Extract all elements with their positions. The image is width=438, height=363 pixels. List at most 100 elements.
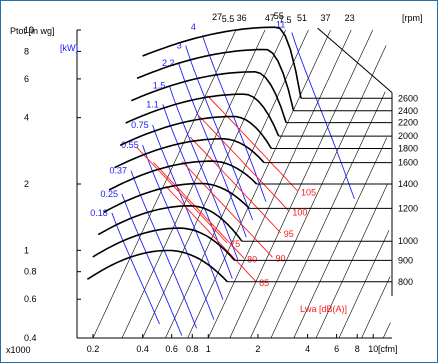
fan-curve	[108, 160, 258, 191]
chart-labels: Ptot [in wg] x1000 [cfm] [rpm] [kW] Lwa …	[6, 11, 423, 355]
system-line	[250, 45, 387, 339]
x-tick-label: 0.4	[136, 344, 149, 354]
power-lines: 11 432.2 1.5 1.1 0.75 0.55 0.37 0.25 0.18	[90, 19, 355, 336]
top-scale-label: 55	[274, 11, 284, 21]
system-line	[270, 91, 386, 339]
fan-curve	[114, 138, 265, 169]
noise-line	[207, 95, 299, 192]
noise-label: 85	[259, 278, 269, 288]
top-scale-label: 23	[345, 13, 355, 23]
system-line	[293, 137, 387, 339]
x-tick-label: 0.2	[87, 344, 100, 354]
power-line	[152, 124, 224, 300]
power-label: 0.75	[131, 120, 149, 130]
fan-curve	[103, 182, 250, 214]
power-line	[162, 104, 233, 279]
power-line	[111, 212, 160, 325]
noise-line	[165, 185, 257, 283]
power-label: 0.37	[109, 166, 127, 176]
fan-curve	[136, 48, 295, 111]
system-line	[338, 230, 390, 339]
noise-line	[153, 162, 245, 259]
top-scale-label: 51	[297, 13, 307, 23]
rpm-label: 1600	[398, 158, 418, 168]
power-line	[291, 32, 355, 200]
power-line	[121, 193, 183, 336]
x-multiplier-label: x1000	[6, 345, 31, 355]
power-line	[130, 170, 197, 329]
power-line	[178, 62, 247, 238]
power-label: 0.25	[100, 189, 118, 199]
y-tick-label: 0.4	[24, 333, 37, 343]
x-tick-label: 6	[334, 344, 339, 354]
fan-curves	[86, 26, 302, 283]
top-scale-label: 47	[265, 13, 275, 23]
noise-label: 75	[230, 239, 240, 249]
rpm-scale-line	[317, 27, 393, 93]
top-scale-label: 36	[237, 13, 247, 23]
noise-line	[189, 136, 282, 234]
fan-curve	[86, 249, 228, 283]
rpm-label: 2400	[398, 106, 418, 116]
diagonal-grid	[92, 29, 391, 339]
system-line	[142, 29, 286, 339]
top-scale-label: 27	[212, 12, 222, 22]
noise-label: 105	[301, 187, 316, 197]
noise-line	[136, 146, 228, 244]
top-scale-label: 7.5	[279, 15, 292, 25]
rpm-label: 2600	[398, 93, 418, 103]
top-scale-label: 5.5	[222, 14, 235, 24]
rpm-label: 2200	[398, 118, 418, 128]
power-label: 3	[177, 41, 182, 51]
axes: 10 8 6 4 2 1 0.8 0.6 0.4 0.2 0.4 0.6 0.8 1 2 4 6 8 10	[24, 25, 392, 354]
power-line	[185, 45, 254, 221]
top-scale-label: 37	[321, 13, 331, 23]
y-tick-label: 6	[24, 74, 29, 84]
system-line	[361, 276, 391, 339]
rpm-scale: 2600 2400 2200 2000 1800 1600 1400 1200 1000 900 8…	[227, 27, 418, 297]
rpm-label: 1400	[398, 179, 418, 189]
rpm-label: 1200	[398, 203, 418, 213]
system-line	[382, 322, 391, 339]
x-tick-label: 8	[355, 344, 360, 354]
x-tick-label: 10	[368, 344, 378, 354]
x-axis-unit-label: [cfm]	[378, 344, 398, 354]
rpm-label: 2000	[398, 131, 418, 141]
y-tick-label: 2	[24, 179, 29, 189]
power-label: 0.55	[121, 140, 139, 150]
y-tick-label: 0.8	[24, 267, 37, 277]
rpm-label: 900	[398, 255, 413, 265]
noise-label: 80	[247, 254, 257, 264]
rpm-label: 1000	[398, 236, 418, 246]
x-tick-label: 0.6	[165, 344, 178, 354]
power-label: 4	[191, 22, 196, 32]
y-tick-label: 10	[24, 25, 34, 35]
rpm-label: 800	[398, 277, 413, 287]
y-tick-label: 1	[24, 245, 29, 255]
noise-label: 90	[275, 253, 285, 263]
y-tick-label: 0.6	[24, 294, 37, 304]
system-line	[315, 183, 388, 339]
power-label: 0.18	[90, 208, 108, 218]
system-line	[92, 29, 237, 339]
fan-curve	[142, 26, 302, 99]
fan-curve	[131, 70, 287, 123]
power-label: 1.1	[146, 99, 159, 109]
fan-curve	[97, 204, 243, 242]
rpm-label: 1800	[398, 143, 418, 153]
noise-label: 95	[284, 229, 294, 239]
top-scale-unit-label: [rpm]	[402, 13, 423, 23]
y-axis-label: Ptot [in wg]	[10, 26, 55, 36]
noise-line	[198, 115, 290, 212]
power-line	[142, 145, 215, 320]
y-tick-label: 8	[24, 46, 29, 56]
x-tick-label: 0.8	[186, 344, 199, 354]
power-label: 2.2	[162, 58, 175, 68]
noise-unit-label: Lwa [dB(A)]	[300, 304, 347, 314]
system-line	[165, 29, 309, 339]
noise-lines: 105 100 95 90 85 80 75	[136, 95, 316, 288]
y-tick-label: 4	[24, 113, 29, 123]
power-unit-label: [kW]	[60, 43, 78, 53]
